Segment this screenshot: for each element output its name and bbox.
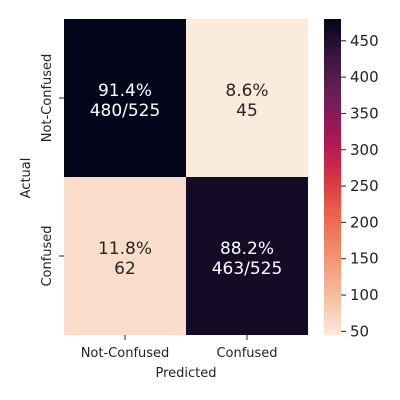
colorbar-gradient <box>324 19 341 335</box>
heatmap-cell <box>64 177 186 335</box>
x-tick-label: Not-Confused <box>81 346 170 361</box>
cell-percent-label: 11.8% <box>98 239 152 259</box>
x-axis: Not-Confused Confused <box>81 335 278 361</box>
colorbar-tick-label: 100 <box>350 286 379 304</box>
cell-percent-label: 88.2% <box>220 239 274 259</box>
colorbar: 50 100 150 200 250 300 350 400 450 <box>324 19 379 340</box>
colorbar-tick-label: 200 <box>350 213 379 231</box>
y-tick-label: Confused <box>40 225 55 286</box>
cell-count-label: 62 <box>114 259 136 279</box>
colorbar-tick-label: 350 <box>350 104 379 122</box>
y-axis: Not-Confused Confused <box>40 54 64 287</box>
cell-count-label: 45 <box>236 101 258 121</box>
heatmap <box>64 19 308 335</box>
x-axis-label: Predicted <box>155 366 216 381</box>
cell-count-label: 463/525 <box>212 259 283 279</box>
x-tick-label: Confused <box>216 346 277 361</box>
cell-count-label: 480/525 <box>90 101 161 121</box>
cell-percent-label: 91.4% <box>98 81 152 101</box>
colorbar-tick-label: 300 <box>350 141 379 159</box>
cell-percent-label: 8.6% <box>225 81 268 101</box>
y-axis-label: Actual <box>19 158 34 199</box>
heatmap-cell <box>64 19 186 177</box>
colorbar-tick-label: 450 <box>350 32 379 50</box>
heatmap-cell <box>186 177 308 335</box>
colorbar-tick-label: 150 <box>350 250 379 268</box>
colorbar-tick-label: 50 <box>350 322 369 340</box>
heatmap-cell <box>186 19 308 177</box>
y-tick-label: Not-Confused <box>40 54 55 143</box>
cell-annotations: 91.4%480/525 8.6%45 11.8%62 88.2%463/525 <box>90 81 283 279</box>
colorbar-tick-label: 400 <box>350 68 379 86</box>
colorbar-tick-label: 250 <box>350 177 379 195</box>
